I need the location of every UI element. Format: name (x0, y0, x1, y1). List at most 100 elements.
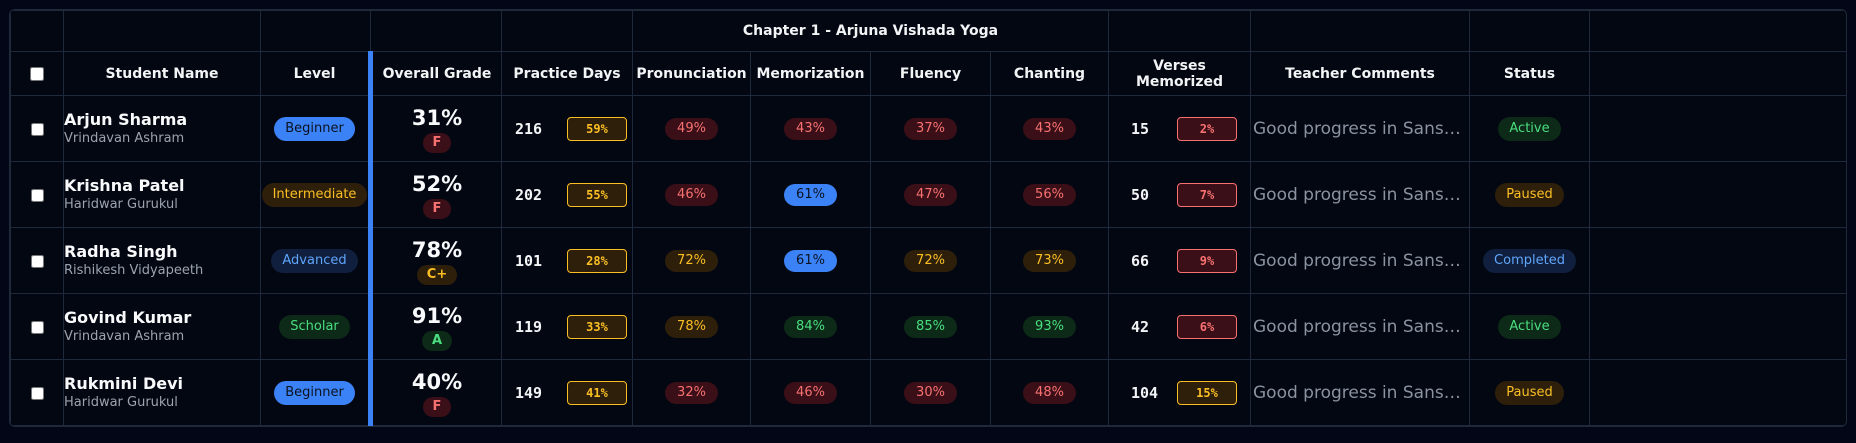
practice-percent-box: 28% (567, 248, 627, 273)
verses-memorized-cell: 66 9% (1108, 227, 1251, 294)
header-chanting[interactable]: Chanting (990, 51, 1109, 96)
fluency-cell: 30% (870, 359, 991, 426)
row-empty-cell (1589, 161, 1846, 228)
teacher-comment-cell[interactable]: Good progress in Sanskrit s... (1250, 95, 1470, 162)
grade-letter-badge: F (422, 198, 452, 219)
student-cell: Radha Singh Rishikesh Vidyapeeth (63, 227, 261, 294)
verses-memorized-cell: 50 7% (1108, 161, 1251, 228)
teacher-comment[interactable]: Good progress in Sanskrit s... (1253, 118, 1469, 139)
teacher-comment[interactable]: Good progress in Sanskrit s... (1253, 184, 1469, 205)
fluency-score: 47% (904, 184, 957, 206)
fluency-cell: 47% (870, 161, 991, 228)
header-empty (1589, 51, 1846, 96)
verses-percent-box: 9% (1177, 248, 1237, 273)
chanting-score: 56% (1023, 184, 1076, 206)
memorization-cell: 61% (750, 161, 871, 228)
header-practice-days[interactable]: Practice Days (501, 51, 633, 96)
teacher-comment-cell[interactable]: Good progress in Sanskrit s... (1250, 359, 1470, 426)
practice-percent-box: 55% (567, 182, 627, 207)
table-row[interactable]: Govind Kumar Vrindavan Ashram Scholar 91… (10, 293, 1846, 360)
memorization-score: 61% (784, 250, 837, 272)
level-badge: Scholar (279, 314, 350, 339)
header-fluency[interactable]: Fluency (870, 51, 991, 96)
overall-grade-cell: 52% F (368, 161, 502, 228)
level-badge: Beginner (274, 116, 355, 141)
row-select-checkbox[interactable] (30, 321, 44, 334)
pronunciation-cell: 78% (632, 293, 751, 360)
verses-count: 50 (1131, 185, 1150, 204)
fluency-cell: 37% (870, 95, 991, 162)
practice-days-cell: 216 59% (501, 95, 633, 162)
student-name[interactable]: Krishna Patel (64, 176, 185, 195)
practice-days-cell: 202 55% (501, 161, 633, 228)
header-student-name[interactable]: Student Name (63, 51, 261, 96)
teacher-comment-cell[interactable]: Good progress in Sanskrit s... (1250, 293, 1470, 360)
select-all-checkbox[interactable] (30, 66, 44, 81)
status-badge: Active (1498, 116, 1561, 141)
verses-percent-box: 15% (1177, 380, 1237, 405)
status-cell: Active (1469, 293, 1590, 360)
pronunciation-score: 32% (665, 382, 718, 404)
level-badge: Intermediate (261, 182, 368, 207)
table-row[interactable]: Rukmini Devi Haridwar Gurukul Beginner 4… (10, 359, 1846, 426)
row-select-checkbox[interactable] (30, 387, 44, 400)
row-select-checkbox[interactable] (30, 255, 44, 268)
table-row[interactable]: Krishna Patel Haridwar Gurukul Intermedi… (10, 161, 1846, 228)
student-grades-table: Chapter 1 - Arjuna Vishada Yoga Student … (10, 10, 1846, 426)
status-cell: Paused (1469, 359, 1590, 426)
teacher-comment[interactable]: Good progress in Sanskrit s... (1253, 250, 1469, 271)
verses-percent-box: 7% (1177, 182, 1237, 207)
header-overall-grade[interactable]: Overall Grade (368, 51, 502, 96)
student-name[interactable]: Radha Singh (64, 242, 178, 261)
header-teacher-comments[interactable]: Teacher Comments (1250, 51, 1470, 96)
chanting-cell: 73% (990, 227, 1109, 294)
teacher-comment[interactable]: Good progress in Sanskrit s... (1253, 382, 1469, 403)
memorization-score: 61% (784, 184, 837, 206)
header-verses-memorized[interactable]: Verses Memorized (1108, 51, 1251, 96)
teacher-comment-cell[interactable]: Good progress in Sanskrit s... (1250, 161, 1470, 228)
pronunciation-cell: 72% (632, 227, 751, 294)
verses-memorized-cell: 42 6% (1108, 293, 1251, 360)
header-status[interactable]: Status (1469, 51, 1590, 96)
pronunciation-score: 78% (665, 316, 718, 338)
teacher-comment-cell[interactable]: Good progress in Sanskrit s... (1250, 227, 1470, 294)
overall-grade-percent: 91% (411, 303, 463, 328)
student-cell: Arjun Sharma Vrindavan Ashram (63, 95, 261, 162)
level-cell: Advanced (260, 227, 371, 294)
row-select-cell (10, 293, 64, 360)
status-cell: Completed (1469, 227, 1590, 294)
group-header-row: Chapter 1 - Arjuna Vishada Yoga (10, 10, 1846, 52)
student-name[interactable]: Govind Kumar (64, 308, 192, 327)
teacher-comment[interactable]: Good progress in Sanskrit s... (1253, 316, 1469, 337)
student-name[interactable]: Arjun Sharma (64, 110, 188, 129)
header-memorization[interactable]: Memorization (750, 51, 871, 96)
header-level[interactable]: Level (260, 51, 371, 96)
row-select-cell (10, 227, 64, 294)
pronunciation-cell: 46% (632, 161, 751, 228)
practice-days-value: 216 (515, 119, 543, 138)
pronunciation-score: 72% (665, 250, 718, 272)
header-pronunciation[interactable]: Pronunciation (632, 51, 751, 96)
student-school: Vrindavan Ashram (64, 329, 185, 344)
overall-grade-cell: 91% A (368, 293, 502, 360)
column-header-row: Student Name Level Overall Grade Practic… (10, 51, 1846, 96)
overall-grade-cell: 40% F (368, 359, 502, 426)
overall-grade-percent: 40% (411, 369, 463, 394)
student-name[interactable]: Rukmini Devi (64, 374, 183, 393)
fluency-cell: 85% (870, 293, 991, 360)
chanting-score: 93% (1023, 316, 1076, 338)
chanting-score: 48% (1023, 382, 1076, 404)
fluency-score: 37% (904, 118, 957, 140)
row-select-checkbox[interactable] (30, 123, 44, 136)
verses-count: 15 (1131, 119, 1150, 138)
chanting-cell: 93% (990, 293, 1109, 360)
pronunciation-cell: 49% (632, 95, 751, 162)
status-badge: Completed (1483, 248, 1576, 273)
select-all-cell (10, 51, 64, 96)
verses-memorized-cell: 104 15% (1108, 359, 1251, 426)
table-row[interactable]: Radha Singh Rishikesh Vidyapeeth Advance… (10, 227, 1846, 294)
chanting-score: 73% (1023, 250, 1076, 272)
row-empty-cell (1589, 293, 1846, 360)
table-row[interactable]: Arjun Sharma Vrindavan Ashram Beginner 3… (10, 95, 1846, 162)
row-select-checkbox[interactable] (30, 189, 44, 202)
